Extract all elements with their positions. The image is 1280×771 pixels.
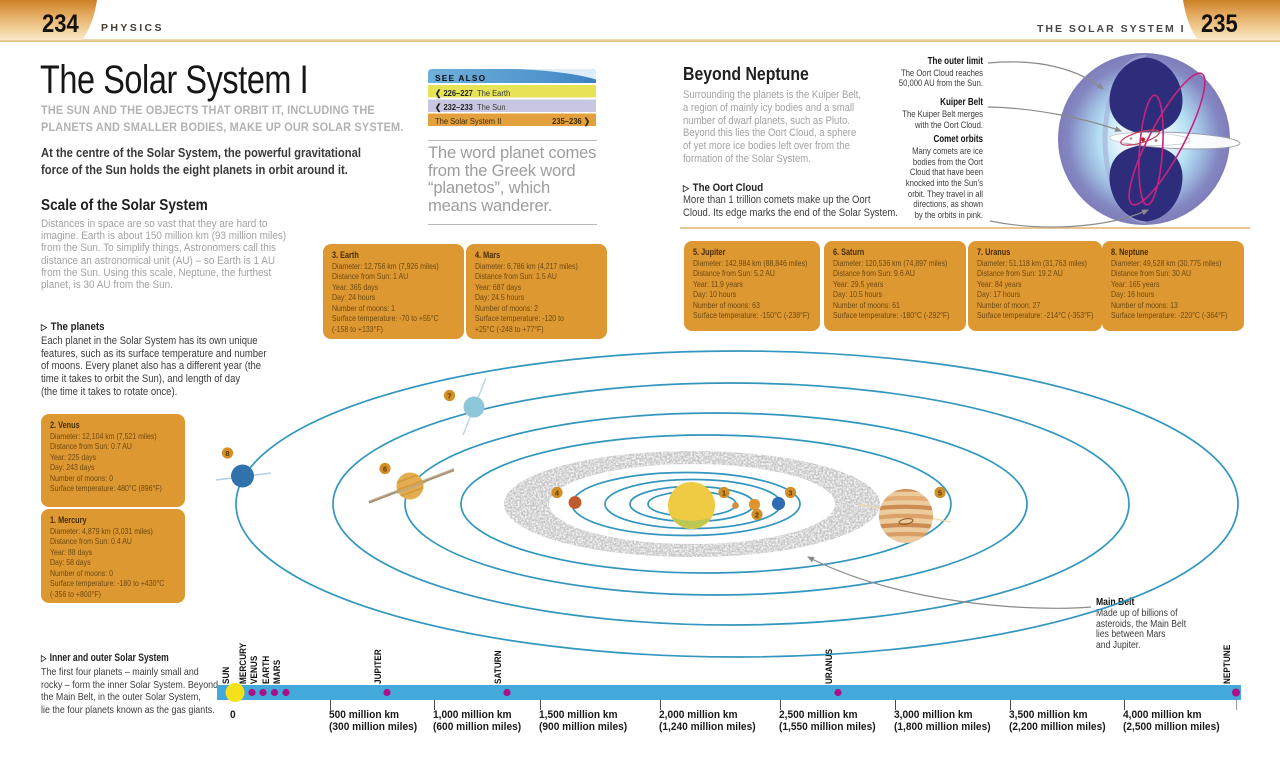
svg-text:7: 7 <box>447 392 451 401</box>
svg-text:8: 8 <box>225 449 229 458</box>
svg-text:6: 6 <box>383 465 387 474</box>
svg-text:3: 3 <box>788 489 792 498</box>
svg-text:4: 4 <box>555 489 560 498</box>
svg-text:1: 1 <box>722 489 726 498</box>
svg-text:5: 5 <box>938 489 942 498</box>
svg-text:2: 2 <box>755 511 759 520</box>
